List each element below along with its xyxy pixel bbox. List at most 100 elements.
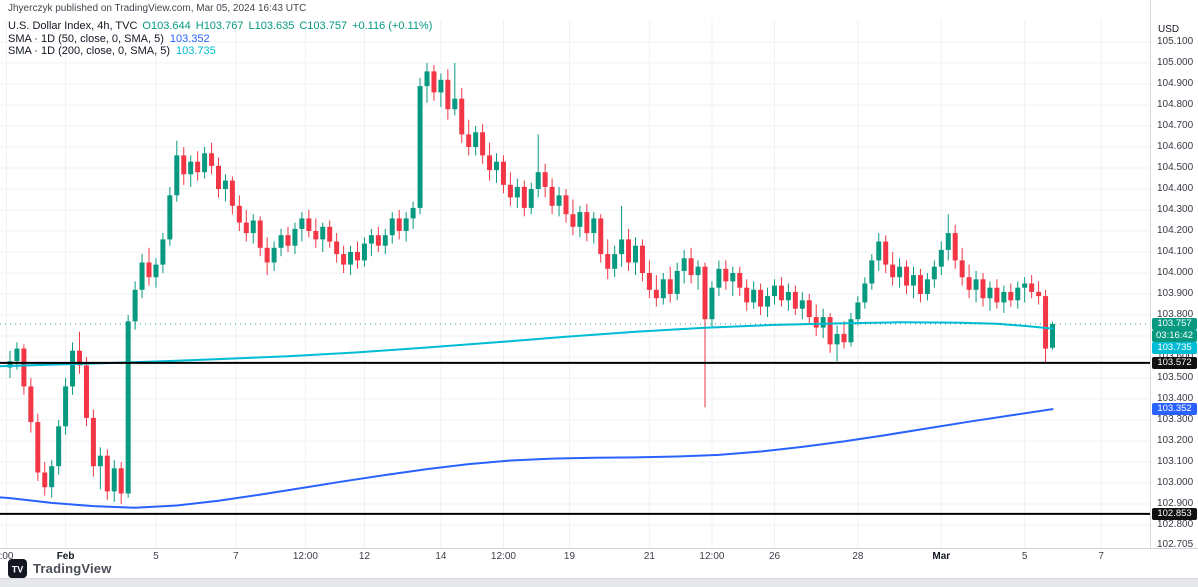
ohlc-field-value: 103.757 xyxy=(307,20,348,32)
candle-body xyxy=(410,207,416,219)
price-tick-label: 104.700 xyxy=(1157,120,1194,131)
time-tick-label: Mar xyxy=(932,551,951,562)
candle-body xyxy=(7,361,13,368)
grid-lines xyxy=(0,20,1150,548)
candle-body xyxy=(605,254,611,269)
candle-body xyxy=(431,71,437,93)
candle-body xyxy=(77,350,82,366)
time-tick-label: 7 xyxy=(1098,551,1104,562)
candle-body xyxy=(785,291,791,301)
candle-body xyxy=(334,241,340,255)
candle-body xyxy=(716,268,722,288)
candle-body xyxy=(994,287,1000,303)
candle-body xyxy=(438,79,444,93)
candle-body xyxy=(612,254,618,269)
tradingview-wordmark[interactable]: TradingView xyxy=(33,561,112,576)
sma-200-1d-line[interactable] xyxy=(0,321,1054,368)
last-price-badge: 103.757 xyxy=(1152,318,1197,331)
candle-body xyxy=(257,220,263,248)
candle-body xyxy=(153,264,159,278)
candle-body xyxy=(355,252,360,261)
candle-body xyxy=(556,195,562,206)
candle-body xyxy=(341,254,347,265)
candle-body xyxy=(1050,324,1055,348)
svg-text:TV: TV xyxy=(12,565,24,575)
tradingview-logo[interactable]: TV xyxy=(8,559,27,578)
candle-body xyxy=(723,268,729,282)
candle-body xyxy=(862,283,868,303)
candle-body xyxy=(931,266,937,280)
candle-body xyxy=(361,243,367,261)
time-tick-label: 5 xyxy=(1021,551,1028,562)
candle-body xyxy=(820,317,826,328)
indicator-legend-row-sma50[interactable]: SMA · 1D (50, close, 0, SMA, 5) 103.352 xyxy=(8,33,432,46)
candle-body xyxy=(368,235,374,244)
candle-body xyxy=(466,134,472,147)
indicator-legend-row-sma200[interactable]: SMA · 1D (200, close, 0, SMA, 5) 103.735 xyxy=(8,45,432,58)
candle-body xyxy=(806,300,812,318)
candle-body xyxy=(1036,291,1042,297)
candle-body xyxy=(681,258,687,271)
candle-body xyxy=(855,302,861,320)
candle-body xyxy=(396,218,402,231)
price-tick-label: 103.200 xyxy=(1157,435,1194,446)
candle-body xyxy=(42,472,48,488)
candle-body xyxy=(348,252,354,265)
candle-body xyxy=(667,279,673,294)
candle-body xyxy=(507,184,513,198)
candle-body xyxy=(765,296,771,307)
price-tick-label: 103.400 xyxy=(1157,393,1194,404)
price-tick-label: 105.000 xyxy=(1157,57,1194,68)
indicator-value: 103.352 xyxy=(169,32,210,45)
candle-body xyxy=(327,226,333,242)
candle-body xyxy=(737,273,743,288)
candle-body xyxy=(897,266,903,278)
candle-body xyxy=(626,239,632,263)
candle-body xyxy=(160,239,166,265)
candle-body xyxy=(813,317,819,328)
indicator-value: 103.735 xyxy=(176,45,216,57)
indicator-name: SMA · 1D (200, close, 0, SMA, 5) xyxy=(8,45,171,57)
price-tick-label: 103.600 xyxy=(1157,351,1193,363)
time-tick-label: 12:00 xyxy=(699,551,725,562)
candle-body xyxy=(209,153,215,166)
candle-body xyxy=(35,422,41,473)
candle-body xyxy=(799,300,805,309)
candle-body xyxy=(389,218,395,236)
candle-body xyxy=(146,262,152,278)
candle-body xyxy=(542,172,548,187)
candle-body xyxy=(1043,296,1049,349)
ohlc-field-value: 103.644 xyxy=(150,20,191,32)
candle-body xyxy=(945,233,951,250)
candle-body xyxy=(751,289,757,303)
candle-body xyxy=(445,79,451,110)
candle-body xyxy=(487,155,493,171)
price-axis[interactable]: USD 105.100 105.000 104.900 104.800 104.700 1… xyxy=(1150,0,1198,550)
indicator-name: SMA · 1D (50, close, 0, SMA, 5) xyxy=(8,32,164,45)
price-tick-label: 104.100 xyxy=(1157,246,1194,257)
symbol-legend-row[interactable]: U.S. Dollar Index, 4h, TVC O103.644 H103.7… xyxy=(8,20,432,33)
candle-body xyxy=(1001,291,1007,303)
time-tick-label: 19 xyxy=(563,551,576,562)
ohlc-field-label: H xyxy=(195,20,204,32)
candle-body xyxy=(139,262,145,290)
candle-body xyxy=(174,155,180,196)
chart-canvas[interactable] xyxy=(0,0,1150,548)
candle-body xyxy=(639,245,645,273)
time-axis[interactable]: :00 Feb 5 7 12:00 12 14 12:00 19 21 12:00 26 28 Mar 5 7 xyxy=(0,548,1198,562)
candlestick-series[interactable] xyxy=(7,63,1056,504)
candle-body xyxy=(375,235,381,246)
candle-body xyxy=(730,273,736,282)
candle-body xyxy=(563,195,569,215)
candle-body xyxy=(653,289,659,299)
candle-body xyxy=(222,180,228,189)
price-tick-label: 103.500 xyxy=(1157,372,1194,383)
symbol-title: U.S. Dollar Index, 4h, TVC xyxy=(8,20,138,32)
candle-body xyxy=(834,333,840,345)
candle-body xyxy=(480,132,486,156)
price-tick-label: 104.400 xyxy=(1157,183,1194,194)
candle-body xyxy=(890,264,896,278)
sma-50-1d-line[interactable] xyxy=(0,408,1054,509)
candle-body xyxy=(973,279,979,290)
candle-body xyxy=(500,161,506,185)
